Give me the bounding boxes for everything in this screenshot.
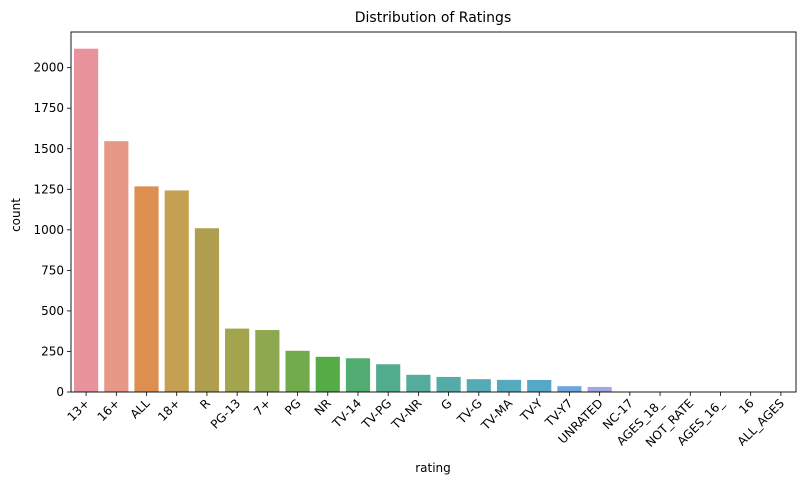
x-tick-label: TV-14 — [329, 396, 364, 431]
bar-18- — [164, 190, 189, 392]
x-axis-title: rating — [415, 461, 451, 475]
x-tick-label: PG — [282, 396, 304, 418]
x-tick-label: TV-Y — [517, 396, 546, 425]
bar-tv-g — [466, 379, 491, 392]
bar-tv-y7 — [557, 386, 582, 392]
bars-group — [74, 48, 793, 392]
x-tick-label: PG-13 — [208, 396, 243, 431]
plot-frame — [70, 31, 797, 393]
y-tick-label: 0 — [56, 385, 64, 399]
bar-16- — [104, 141, 129, 392]
bar-pg-13 — [225, 328, 250, 392]
y-tick-label: 500 — [41, 304, 64, 318]
bar-tv-nr — [406, 374, 431, 392]
bar-tv-14 — [345, 358, 371, 392]
y-tick-label: 1000 — [33, 223, 64, 237]
x-tick-label: NR — [312, 396, 334, 418]
y-axis-title: count — [9, 198, 23, 232]
y-tick-label: 2000 — [33, 61, 64, 75]
bar-tv-y — [527, 380, 552, 392]
x-tick-label: 13+ — [64, 396, 92, 424]
chart-title: Distribution of Ratings — [355, 10, 512, 26]
bar-tv-ma — [496, 379, 522, 392]
x-tick-label: 18+ — [155, 396, 183, 424]
y-tick-label: 750 — [41, 263, 64, 277]
x-tick-label: TV-PG — [358, 396, 394, 432]
bar-nr — [315, 356, 340, 392]
y-tick-label: 1250 — [33, 182, 64, 196]
bar-pg — [285, 350, 310, 392]
bar-13- — [74, 48, 99, 392]
y-axis: 0 250 500 750 1000 1250 1500 1750 2000 — [33, 61, 71, 399]
y-tick-label: 1750 — [33, 101, 64, 115]
bar-all — [134, 186, 159, 392]
y-tick-label: 250 — [41, 344, 64, 358]
bar-unrated — [587, 386, 612, 392]
bar-g — [436, 376, 461, 392]
x-tick-label: TV-NR — [388, 396, 424, 432]
x-tick-label: 16+ — [95, 396, 123, 424]
x-tick-label: TV-MA — [478, 396, 516, 434]
x-tick-label: R — [197, 396, 213, 412]
bar-r — [194, 228, 220, 392]
x-tick-label: G — [438, 396, 454, 412]
x-tick-label: 16 — [736, 396, 757, 417]
x-tick-label: ALL — [127, 396, 152, 421]
bar-7- — [255, 330, 280, 392]
bar-tv-pg — [376, 364, 401, 392]
x-tick-label: 7+ — [251, 396, 273, 418]
y-tick-label: 1500 — [33, 142, 64, 156]
